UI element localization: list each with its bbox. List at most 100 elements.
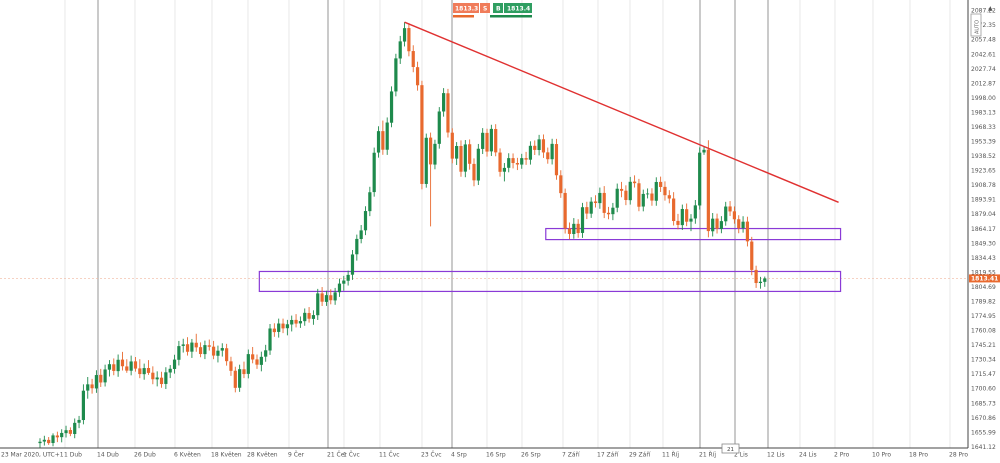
y-tick-label: 1655.99	[971, 429, 996, 436]
candle-body	[598, 192, 602, 204]
candle-body	[611, 207, 615, 215]
candle-body	[459, 146, 463, 172]
candle-body	[350, 254, 355, 275]
y-tick-label: 1774.95	[971, 313, 996, 320]
candle-body	[585, 207, 589, 214]
candle-body	[233, 370, 237, 388]
sell-label: S	[483, 5, 487, 12]
candle-body	[528, 145, 533, 160]
y-tick-label: 1983.13	[971, 109, 996, 116]
current-price-tag: 1813.41	[969, 274, 1000, 283]
buy-button[interactable]	[493, 3, 503, 13]
buy-price: 1813.4	[507, 5, 530, 12]
candle-body	[463, 144, 467, 172]
y-tick-label: 1641.12	[971, 444, 996, 451]
candle-body	[485, 132, 489, 152]
candle-body	[693, 205, 697, 219]
candle-body	[455, 146, 459, 159]
candle-body	[741, 221, 745, 229]
candle-body	[268, 328, 272, 351]
auto-scale-button[interactable]: AUTO	[970, 13, 982, 37]
y-tick-label: 2012.87	[971, 80, 996, 87]
candle-body	[181, 344, 185, 346]
x-tick-label: 4 Srp	[451, 452, 467, 459]
candle-body	[172, 359, 177, 369]
candles	[38, 22, 767, 448]
y-tick-label: 2027.74	[971, 66, 996, 73]
candle-body	[77, 419, 81, 423]
candle-body	[650, 193, 654, 201]
y-tick-label: 1834.43	[971, 255, 996, 262]
candle-body	[437, 111, 441, 144]
candle-body	[580, 207, 585, 233]
candle-body	[42, 439, 46, 442]
price-axis-panel[interactable]	[968, 0, 1000, 448]
candle-body	[576, 223, 580, 234]
candle-body	[567, 228, 572, 234]
y-tick-label: 1730.34	[971, 357, 996, 364]
candle-body	[589, 201, 593, 214]
candle-body	[481, 132, 485, 149]
candle-body	[489, 128, 493, 152]
candle-body	[246, 354, 250, 374]
candle-body	[238, 369, 242, 388]
candle-body	[711, 218, 715, 232]
candle-body	[411, 51, 415, 67]
candle-body	[342, 280, 346, 284]
candle-body	[220, 348, 224, 351]
candle-body	[255, 359, 259, 365]
candle-body	[554, 144, 559, 176]
sell-button[interactable]	[480, 3, 490, 13]
time-axis-labels: 23 Mar 2020, UTC+1 1 Dub 14 Dub 26 Dub 6 Kvě…	[1, 451, 968, 459]
candle-body	[229, 361, 233, 371]
candle-body	[398, 41, 402, 59]
candle-body	[112, 364, 116, 371]
candle-body	[724, 206, 728, 222]
candle-body	[515, 163, 519, 165]
candle-body	[168, 368, 172, 373]
candle-body	[86, 384, 90, 391]
y-tick-label: 1998.00	[971, 95, 996, 102]
current-price-value: 1813.41	[971, 276, 998, 283]
x-tick-label: 12 Lis	[767, 452, 785, 459]
candle-body	[498, 152, 502, 172]
candle-body	[680, 208, 684, 226]
candle-body	[659, 181, 663, 187]
candle-body	[442, 93, 446, 112]
candle-body	[198, 347, 203, 355]
candle-body	[593, 201, 598, 204]
buy-price-button[interactable]	[504, 3, 532, 13]
time-scroll-marker[interactable]: 21	[721, 443, 740, 454]
x-tick-label: 17 Září	[597, 452, 619, 459]
scroll-up-arrow-icon[interactable]: ▲	[988, 5, 993, 12]
candle-body	[715, 218, 719, 229]
candle-body	[758, 281, 763, 284]
candle-body	[502, 167, 506, 172]
x-tick-label: 2 Pro	[834, 452, 850, 459]
buy-label: B	[496, 5, 501, 12]
trendline-layer	[404, 21, 839, 203]
candle-body	[754, 269, 758, 284]
candle-body	[307, 313, 311, 319]
candle-body	[494, 128, 498, 153]
time-axis-panel[interactable]	[0, 448, 968, 459]
candle-body	[524, 158, 528, 160]
y-tick-label: 1745.21	[971, 342, 996, 349]
candle-body	[212, 346, 216, 356]
support-zones	[258, 227, 842, 293]
x-tick-label: 29 Září	[629, 452, 651, 459]
candle-body	[151, 372, 155, 380]
sell-price-button[interactable]	[453, 3, 479, 13]
candle-body	[372, 152, 376, 193]
candle-body	[663, 186, 667, 196]
y-tick-label: 1953.39	[971, 139, 996, 146]
candle-body	[628, 181, 632, 201]
candle-body	[698, 152, 702, 206]
time-scroll-marker-label: 21	[727, 447, 734, 453]
candle-body	[277, 323, 281, 332]
candle-body	[402, 28, 407, 42]
candle-body	[541, 139, 546, 153]
candle-body	[363, 211, 368, 231]
